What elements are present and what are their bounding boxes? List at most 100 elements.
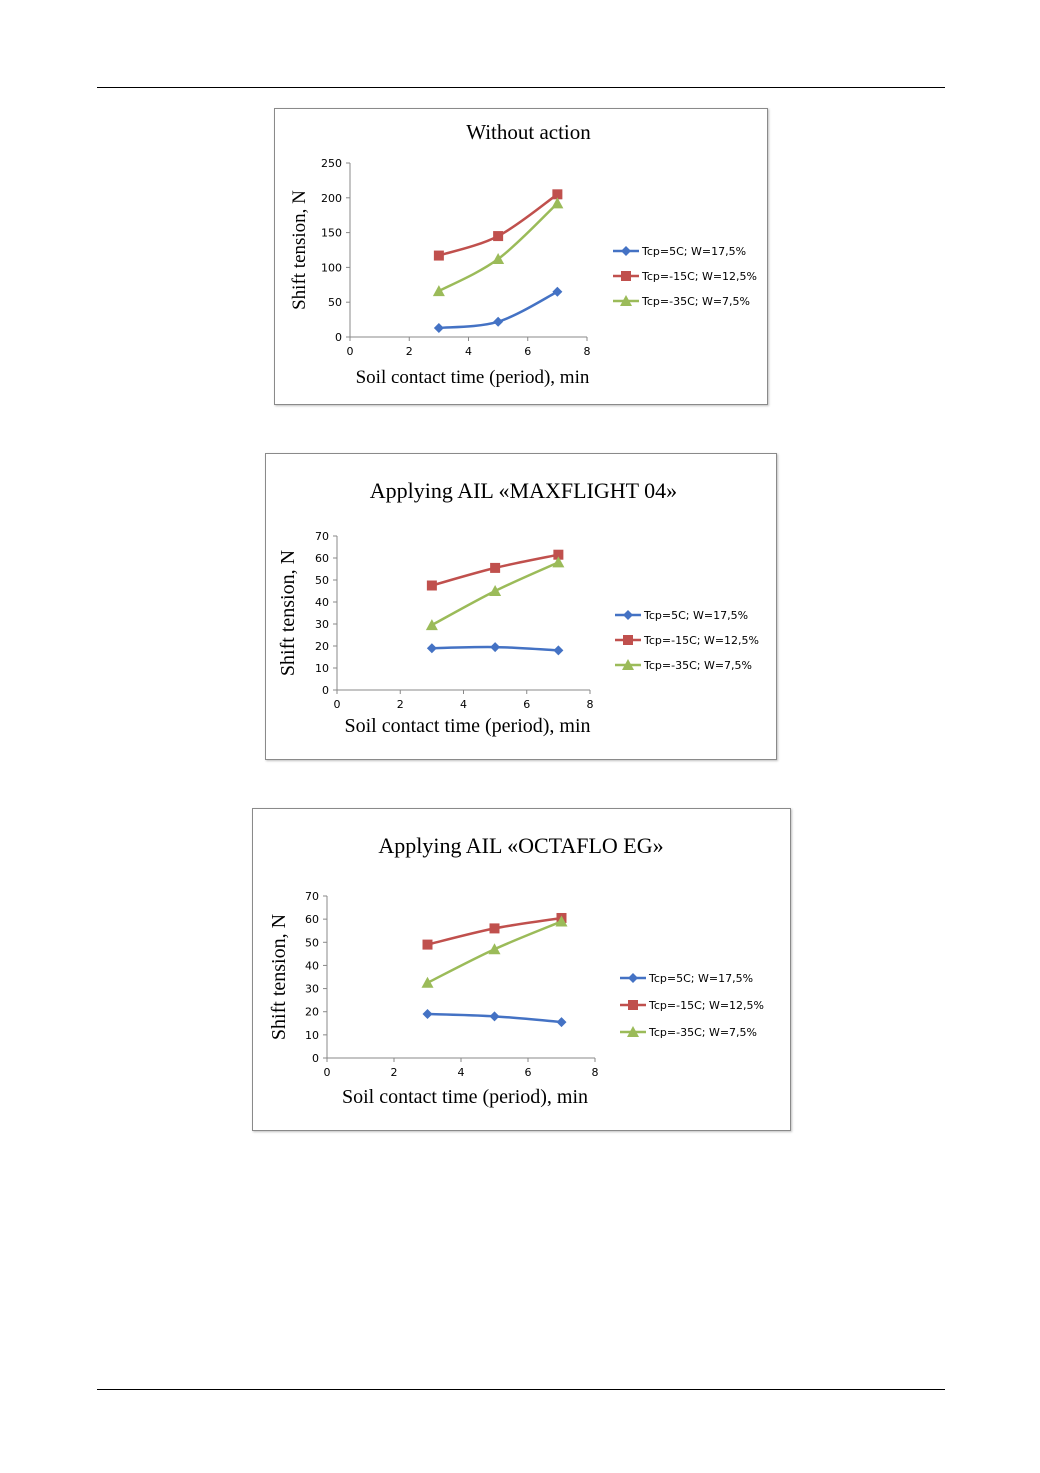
y-tick-label: 20	[305, 1006, 319, 1019]
data-point	[488, 943, 501, 955]
y-tick-label: 100	[321, 261, 342, 274]
data-point	[422, 939, 433, 950]
x-tick-label: 0	[334, 698, 341, 711]
x-tick-label: 6	[523, 698, 530, 711]
y-tick-label: 10	[305, 1029, 319, 1042]
data-point	[553, 645, 564, 656]
chart-svg: Without action 0 50 100 150 200 250 0 2 4 6 8 Soil c…	[289, 120, 757, 388]
legend-marker	[621, 271, 631, 281]
y-tick-label: 10	[315, 662, 329, 675]
chart-title: Applying AIL «MAXFLIGHT 04»	[370, 478, 677, 503]
data-point	[432, 285, 445, 297]
x-tick-label: 0	[347, 345, 354, 358]
legend-label: Tcp=-15C; W=12,5%	[641, 270, 757, 283]
chart-maxflight: Applying AIL «MAXFLIGHT 04» 0 10 20 30 40 50 60…	[265, 453, 777, 760]
legend-marker	[628, 973, 638, 983]
data-point	[433, 322, 444, 333]
legend-marker	[628, 1000, 638, 1010]
x-tick-label: 6	[524, 345, 531, 358]
series-1	[433, 189, 563, 261]
chart-octaflo: Applying AIL «OCTAFLO EG» 0 10 20 30 40 50 60 70…	[252, 808, 791, 1131]
y-tick-label: 60	[305, 913, 319, 926]
x-tick-label: 2	[406, 345, 413, 358]
y-tick-label: 30	[305, 983, 319, 996]
data-point	[552, 286, 563, 297]
y-tick-label: 250	[321, 157, 342, 170]
legend-marker	[622, 659, 634, 670]
y-tick-label: 200	[321, 192, 342, 205]
x-tick-label: 6	[525, 1066, 532, 1079]
chart-svg: Applying AIL «OCTAFLO EG» 0 10 20 30 40 50 60 70…	[268, 833, 764, 1108]
chart-svg: Applying AIL «MAXFLIGHT 04»0102030405060…	[277, 478, 759, 737]
data-point	[425, 619, 438, 631]
data-point	[490, 562, 501, 573]
y-tick-label: 50	[305, 936, 319, 949]
series-0	[426, 642, 564, 656]
data-point	[421, 976, 434, 988]
x-tick-label: 0	[324, 1066, 331, 1079]
x-axis-label: Soil contact time (period), min	[356, 367, 590, 388]
y-tick-label: 40	[315, 596, 329, 609]
series-0	[433, 286, 563, 333]
legend-label: Tcp=-35C; W=7,5%	[648, 1026, 757, 1039]
y-tick-label: 70	[315, 530, 329, 543]
legend-marker	[620, 295, 632, 306]
y-tick-label: 0	[322, 684, 329, 697]
x-tick-label: 4	[460, 698, 467, 711]
series-line	[438, 202, 559, 293]
data-point	[492, 253, 505, 265]
data-point	[553, 549, 564, 560]
data-point	[556, 1017, 567, 1028]
y-tick-label: 60	[315, 552, 329, 565]
y-tick-label: 0	[335, 331, 342, 344]
legend-label: Tcp=-15C; W=12,5%	[643, 634, 759, 647]
series-2	[421, 915, 568, 988]
series-2	[432, 197, 564, 297]
x-tick-label: 8	[592, 1066, 599, 1079]
x-tick-label: 8	[584, 345, 591, 358]
y-tick-label: 150	[321, 227, 342, 240]
x-axis-label: Soil contact time (period), min	[344, 715, 590, 737]
legend-label: Tcp=-35C; W=7,5%	[643, 659, 752, 672]
legend-marker	[623, 635, 633, 645]
legend-label: Tcp=5C; W=17,5%	[643, 609, 748, 622]
x-tick-label: 4	[458, 1066, 465, 1079]
y-tick-label: 50	[328, 296, 342, 309]
y-tick-label: 50	[315, 574, 329, 587]
top-rule	[97, 87, 945, 88]
x-tick-label: 8	[587, 698, 594, 711]
x-tick-label: 4	[465, 345, 472, 358]
legend-label: Tcp=-15C; W=12,5%	[648, 999, 764, 1012]
legend-marker	[627, 1026, 639, 1037]
data-point	[422, 1009, 433, 1020]
chart-title: Applying AIL «OCTAFLO EG»	[378, 833, 663, 858]
y-axis-label: Shift tension, N	[289, 190, 310, 310]
data-point	[433, 250, 444, 261]
data-point	[552, 556, 565, 568]
data-point	[489, 1011, 500, 1022]
x-tick-label: 2	[397, 698, 404, 711]
y-axis-label: Shift tension, N	[268, 914, 290, 1040]
y-tick-label: 40	[305, 959, 319, 972]
y-tick-label: 30	[315, 618, 329, 631]
data-point	[426, 643, 437, 654]
legend-label: Tcp=5C; W=17,5%	[641, 245, 746, 258]
data-point	[552, 189, 563, 200]
data-point	[489, 923, 500, 934]
bottom-rule	[97, 1389, 945, 1390]
y-tick-label: 70	[305, 890, 319, 903]
x-tick-label: 2	[391, 1066, 398, 1079]
data-point	[426, 580, 437, 591]
y-tick-label: 20	[315, 640, 329, 653]
chart-title: Without action	[466, 120, 591, 144]
data-point	[551, 197, 564, 209]
legend-label: Tcp=5C; W=17,5%	[648, 972, 753, 985]
chart-without-action: Without action 0 50 100 150 200 250 0 2 4 6 8 Soil c…	[274, 108, 768, 405]
legend-marker	[623, 610, 633, 620]
data-point	[493, 231, 504, 242]
data-point	[490, 642, 501, 653]
y-axis-label: Shift tension, N	[277, 550, 299, 676]
series-1	[426, 549, 564, 591]
series-line	[438, 193, 559, 257]
series-2	[425, 556, 565, 631]
